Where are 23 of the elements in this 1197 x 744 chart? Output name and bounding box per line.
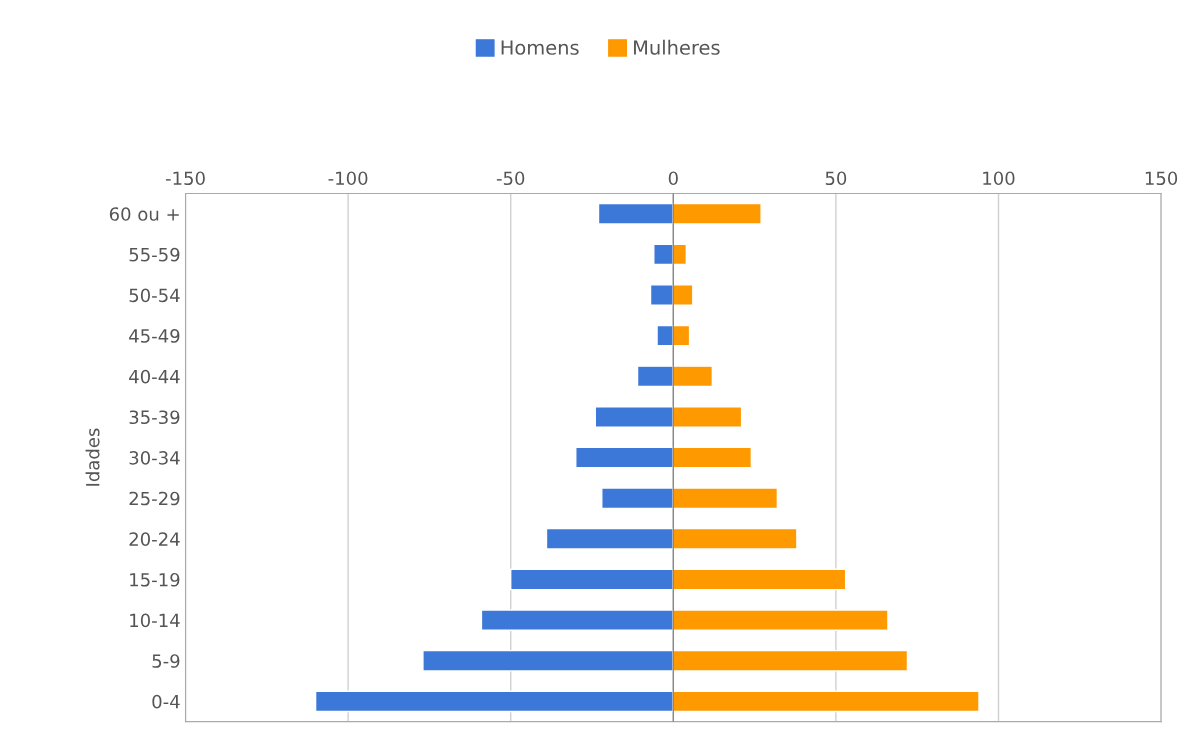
y-tick-label: 30-34 xyxy=(129,451,180,465)
y-tick-label: 0-4 xyxy=(152,694,180,709)
x-tick-label: -50 xyxy=(496,171,525,186)
x-tick-label: -100 xyxy=(328,171,368,186)
legend-label: Mulheres xyxy=(634,39,720,55)
x-tick-label: 0 xyxy=(668,171,678,186)
y-axis-title: Idades xyxy=(85,428,100,486)
y-tick-label: 25-29 xyxy=(129,491,180,506)
y-tick-label: 35-39 xyxy=(129,410,180,425)
y-tick-label: 5-9 xyxy=(152,654,180,668)
y-tick-label: 45-49 xyxy=(129,329,180,343)
y-tick-label: 20-24 xyxy=(129,532,180,546)
x-tick-label: 50 xyxy=(825,171,847,186)
y-tick-label: 10-14 xyxy=(130,613,180,628)
y-tick-label: 60 ou + xyxy=(109,207,179,221)
x-tick-label: 100 xyxy=(983,171,1015,186)
y-tick-label: 55-59 xyxy=(129,247,180,262)
x-tick-label: 150 xyxy=(1145,171,1178,186)
y-tick-label: 40-44 xyxy=(129,369,180,384)
legend-label: Homens xyxy=(501,40,579,55)
y-tick-label: 15-19 xyxy=(130,572,180,587)
x-tick-label: -150 xyxy=(165,171,205,186)
y-tick-label: 50-54 xyxy=(129,288,180,303)
